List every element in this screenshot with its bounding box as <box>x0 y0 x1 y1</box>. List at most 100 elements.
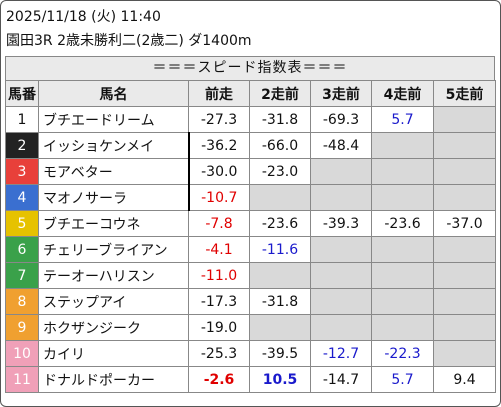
speed-index-value <box>249 184 311 211</box>
horse-number: 8 <box>5 288 39 315</box>
speed-index-value: 5.7 <box>371 366 434 393</box>
horse-row: 5 ブチエーコウネ -7.8 -23.6 -39.3 -23.6 -37.0 <box>5 210 496 237</box>
speed-index-value: -14.7 <box>310 366 372 393</box>
horse-number: 11 <box>5 366 39 393</box>
speed-index-value <box>371 158 434 185</box>
horse-number: 10 <box>5 340 39 367</box>
horse-name: モアベター <box>38 158 189 185</box>
col-header-number: 馬番 <box>5 80 39 107</box>
horse-number: 1 <box>5 106 39 133</box>
speed-index-value: -11.0 <box>188 262 250 289</box>
speed-index-value: 9.4 <box>433 366 496 393</box>
col-header-4ago: 4走前 <box>371 80 434 107</box>
horse-row: 11 ドナルドポーカー -2.6 10.5 -14.7 5.7 9.4 <box>5 366 496 393</box>
horse-name: ブチエーコウネ <box>38 210 189 237</box>
speed-index-value <box>433 314 496 341</box>
horse-name: ホクザンジーク <box>38 314 189 341</box>
speed-index-value <box>433 106 496 133</box>
speed-index-value <box>371 236 434 263</box>
horse-row: 10 カイリ -25.3 -39.5 -12.7 -22.3 <box>5 340 496 367</box>
speed-index-value: -19.0 <box>188 314 250 341</box>
horse-row: 7 テーオーハリスン -11.0 <box>5 262 496 289</box>
table-title: ＝＝＝スピード指数表＝＝＝ <box>5 56 495 80</box>
speed-index-value <box>310 288 372 315</box>
speed-index-value: -11.6 <box>249 236 311 263</box>
col-header-2ago: 2走前 <box>249 80 311 107</box>
speed-index-value: -23.0 <box>249 158 311 185</box>
horse-number: 9 <box>5 314 39 341</box>
horse-name: ステップアイ <box>38 288 189 315</box>
speed-index-value: -22.3 <box>371 340 434 367</box>
speed-index-value <box>433 184 496 211</box>
horse-name: ドナルドポーカー <box>38 366 189 393</box>
horse-number: 5 <box>5 210 39 237</box>
speed-index-value: -31.8 <box>249 106 311 133</box>
horse-row: 4 マオノサーラ -10.7 <box>5 184 496 211</box>
horse-name: テーオーハリスン <box>38 262 189 289</box>
speed-index-value <box>310 262 372 289</box>
speed-index-value <box>433 340 496 367</box>
horse-row: 9 ホクザンジーク -19.0 <box>5 314 496 341</box>
horse-row: 3 モアベター -30.0 -23.0 <box>5 158 496 185</box>
speed-index-value: -30.0 <box>187 158 250 185</box>
horse-name: イッショケンメイ <box>38 132 189 159</box>
speed-index-value: -69.3 <box>310 106 372 133</box>
speed-index-value <box>371 288 434 315</box>
speed-index-value: -7.8 <box>188 210 250 237</box>
speed-index-value <box>249 262 311 289</box>
speed-index-value <box>371 314 434 341</box>
speed-index-value <box>371 184 434 211</box>
race-info: 園田3R 2歳未勝利二(2歳二) ダ1400m <box>6 33 252 49</box>
col-header-last: 前走 <box>188 80 250 107</box>
speed-index-value <box>433 132 496 159</box>
speed-index-table: 馬番 馬名 前走 2走前 3走前 4走前 5走前 1 ブチエードリーム -27.3-… <box>5 80 496 393</box>
speed-index-value: -36.2 <box>187 132 250 159</box>
speed-index-value <box>310 236 372 263</box>
col-header-5ago: 5走前 <box>433 80 496 107</box>
speed-index-value: -10.7 <box>187 184 250 211</box>
horse-number: 7 <box>5 262 39 289</box>
header-row: 馬番 馬名 前走 2走前 3走前 4走前 5走前 <box>5 80 496 107</box>
horse-name: カイリ <box>38 340 189 367</box>
speed-index-value: -37.0 <box>433 210 496 237</box>
horse-name: マオノサーラ <box>38 184 189 211</box>
speed-index-value <box>310 314 372 341</box>
speed-index-value <box>310 158 372 185</box>
speed-index-value <box>433 262 496 289</box>
speed-index-value: -17.3 <box>188 288 250 315</box>
horse-number: 6 <box>5 236 39 263</box>
horse-number: 3 <box>5 158 39 185</box>
horse-row: 1 ブチエードリーム -27.3 -31.8 -69.3 5.7 <box>5 106 496 133</box>
speed-index-value: -66.0 <box>249 132 311 159</box>
speed-index-value: -31.8 <box>249 288 311 315</box>
speed-index-value <box>310 184 372 211</box>
speed-index-value: -4.1 <box>188 236 250 263</box>
horse-row: 6 チェリーブライアン -4.1 -11.6 <box>5 236 496 263</box>
col-header-3ago: 3走前 <box>310 80 372 107</box>
speed-index-value <box>249 314 311 341</box>
speed-index-value <box>371 132 434 159</box>
speed-index-value: -23.6 <box>249 210 311 237</box>
speed-index-value <box>433 236 496 263</box>
speed-index-value: -48.4 <box>310 132 372 159</box>
speed-index-value: 5.7 <box>371 106 434 133</box>
speed-index-value: -25.3 <box>188 340 250 367</box>
horse-row: 8 ステップアイ -17.3 -31.8 <box>5 288 496 315</box>
horse-row: 2 イッショケンメイ -36.2 -66.0 -48.4 <box>5 132 496 159</box>
col-header-name: 馬名 <box>38 80 189 107</box>
speed-index-value: -23.6 <box>371 210 434 237</box>
speed-index-value: -2.6 <box>188 366 250 393</box>
speed-index-value: 10.5 <box>249 366 311 393</box>
speed-index-value <box>433 158 496 185</box>
horse-name: チェリーブライアン <box>38 236 189 263</box>
speed-index-value: -27.3 <box>188 106 250 133</box>
horse-number: 4 <box>5 184 39 211</box>
speed-index-value <box>371 262 434 289</box>
horse-name: ブチエードリーム <box>38 106 189 133</box>
speed-index-value: -12.7 <box>310 340 372 367</box>
horse-number: 2 <box>5 132 39 159</box>
speed-index-value <box>433 288 496 315</box>
speed-index-value: -39.5 <box>249 340 311 367</box>
speed-index-value: -39.3 <box>310 210 372 237</box>
race-datetime: 2025/11/18 (火) 11:40 <box>6 9 161 25</box>
